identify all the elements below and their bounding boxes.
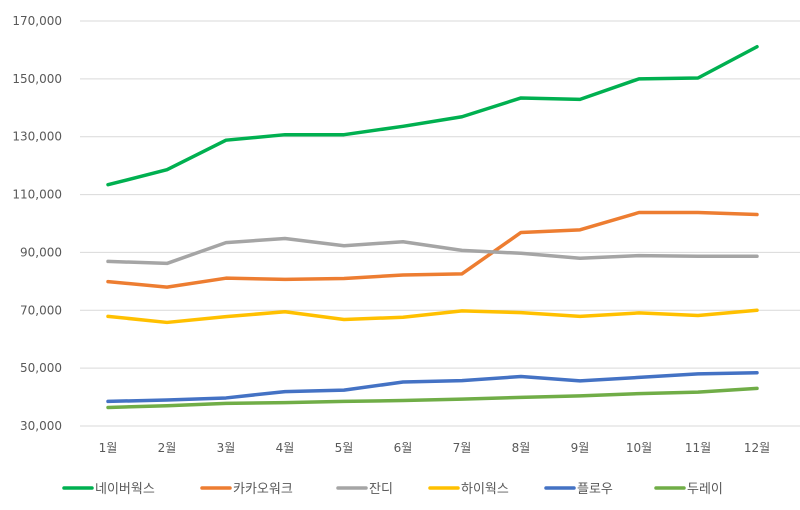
series-line-5 <box>106 371 759 404</box>
series-line-6 <box>106 386 759 410</box>
series-line-4 <box>106 308 759 325</box>
x-tick-label: 8월 <box>512 441 531 455</box>
legend-item: 플로우 <box>544 482 613 497</box>
x-tick-label: 3월 <box>217 441 236 455</box>
y-tick-label: 170,000 <box>12 14 62 28</box>
series-line-3 <box>106 236 759 266</box>
y-tick-label: 70,000 <box>20 303 62 317</box>
x-tick-label: 5월 <box>335 441 354 455</box>
x-tick-label: 12월 <box>744 441 770 455</box>
y-tick-label: 130,000 <box>12 130 62 144</box>
x-tick-label: 10월 <box>626 441 652 455</box>
series-line-1 <box>106 44 759 187</box>
x-axis-ticks: 1월 2월 3월 4월 5월 6월 7월 8월 9월 10월 11월 12월 <box>99 441 771 455</box>
y-tick-label: 90,000 <box>20 245 62 259</box>
legend-label: 두레이 <box>687 482 723 497</box>
x-tick-label: 11월 <box>685 441 711 455</box>
gridlines <box>80 20 800 427</box>
legend: 네이버웍스 카카오워크 잔디 하이웍스 플로우 두레이 <box>62 482 723 497</box>
legend-label: 카카오워크 <box>233 482 293 497</box>
y-tick-label: 30,000 <box>20 419 62 433</box>
legend-item: 네이버웍스 <box>62 482 155 497</box>
y-tick-label: 50,000 <box>20 361 62 375</box>
legend-label: 잔디 <box>369 482 393 497</box>
legend-item: 두레이 <box>654 482 723 497</box>
x-tick-label: 4월 <box>276 441 295 455</box>
legend-item: 하이웍스 <box>428 482 509 497</box>
series-lines <box>106 44 759 410</box>
y-tick-label: 110,000 <box>12 188 62 202</box>
x-tick-label: 9월 <box>571 441 590 455</box>
legend-label: 하이웍스 <box>461 482 509 497</box>
y-axis-ticks: 30,000 50,000 70,000 90,000 110,000 130,000 15… <box>12 14 62 433</box>
x-tick-label: 1월 <box>99 441 118 455</box>
legend-label: 플로우 <box>577 482 613 497</box>
x-tick-label: 2월 <box>158 441 177 455</box>
x-tick-label: 6월 <box>394 441 413 455</box>
series-line-2 <box>106 210 759 289</box>
legend-item: 잔디 <box>336 482 393 497</box>
legend-item: 카카오워크 <box>200 482 293 497</box>
y-tick-label: 150,000 <box>12 72 62 86</box>
x-tick-label: 7월 <box>453 441 472 455</box>
legend-label: 네이버웍스 <box>95 482 155 497</box>
